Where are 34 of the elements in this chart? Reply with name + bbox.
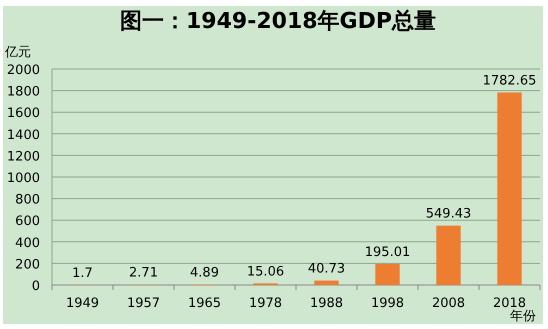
y-tick-label: 1200 [6, 149, 40, 164]
y-tick-label: 400 [15, 236, 40, 251]
y-tick-label: 1800 [6, 84, 40, 100]
x-tick-label: 1988 [310, 296, 344, 311]
y-tick-label: 2000 [6, 63, 40, 78]
bar [436, 226, 461, 285]
y-tick-label: 0 [32, 279, 40, 294]
x-tick-label: 1949 [66, 296, 100, 311]
y-tick-label: 1600 [6, 106, 40, 122]
bar [314, 280, 339, 285]
bar [497, 92, 522, 285]
y-tick-label: 200 [15, 257, 40, 272]
y-tick-label: 800 [15, 192, 40, 208]
x-axis-title: 年份 [510, 309, 536, 324]
bar [375, 264, 400, 285]
x-tick-label: 1998 [370, 296, 404, 311]
chart-title: 图一：1949-2018年GDP总量 [120, 9, 436, 34]
data-label: 195.01 [364, 244, 410, 260]
y-tick-label: 600 [15, 214, 40, 230]
data-label: 1782.65 [482, 73, 536, 88]
x-tick-label: 1957 [126, 296, 160, 311]
x-tick-label: 1965 [188, 296, 222, 311]
data-label: 15.06 [246, 264, 284, 280]
y-tick-label: 1400 [6, 128, 40, 143]
data-label: 1.7 [72, 266, 93, 281]
x-tick-label: 1978 [248, 296, 282, 311]
data-label: 40.73 [308, 262, 346, 277]
y-tick-label: 1000 [6, 171, 40, 186]
x-tick-label: 2018 [492, 296, 526, 311]
data-label: 4.89 [190, 265, 219, 280]
y-axis-title: 亿元 [4, 45, 31, 60]
data-label: 549.43 [426, 206, 472, 222]
data-label: 2.71 [129, 266, 158, 281]
x-tick-label: 2008 [432, 296, 466, 311]
